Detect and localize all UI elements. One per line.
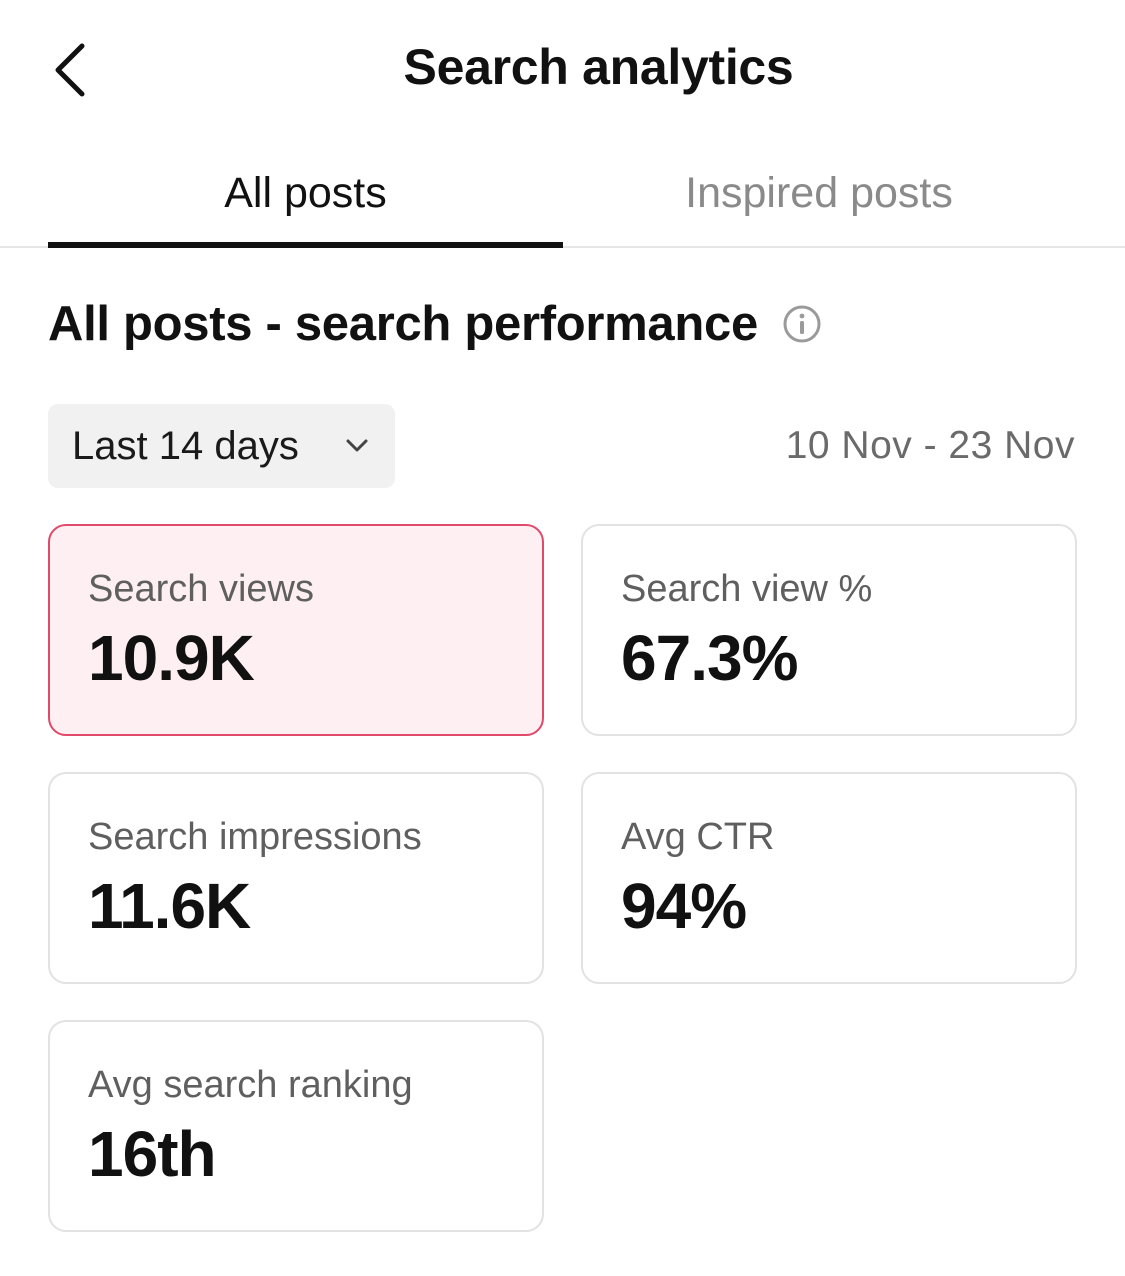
tab-all-posts[interactable]: All posts [48, 140, 563, 248]
metric-label: Search views [88, 568, 314, 610]
page-title: Search analytics [403, 39, 794, 95]
metric-card-search-views[interactable]: Search views 10.9K [48, 524, 544, 736]
date-range-dropdown-label: Last 14 days [72, 423, 299, 468]
metric-label: Avg search ranking [88, 1064, 413, 1106]
back-button[interactable] [38, 32, 102, 108]
metric-value: 16th [88, 1118, 217, 1190]
metric-card-search-impressions[interactable]: Search impressions 11.6K [48, 772, 544, 984]
metric-card-search-view-percent[interactable]: Search view % 67.3% [581, 524, 1077, 736]
top-bar: Search analytics [0, 0, 1125, 140]
metric-card-avg-search-ranking[interactable]: Avg search ranking 16th [48, 1020, 544, 1232]
tab-inspired-posts[interactable]: Inspired posts [685, 168, 953, 217]
metric-value: 67.3% [621, 622, 798, 694]
metric-label: Avg CTR [621, 816, 775, 858]
section-header: All posts - search performance [48, 296, 822, 352]
metric-label: Search view % [621, 568, 873, 610]
chevron-left-icon [55, 43, 85, 97]
date-range-text: 10 Nov - 23 Nov [785, 424, 1075, 467]
metric-card-avg-ctr[interactable]: Avg CTR 94% [581, 772, 1077, 984]
chevron-down-icon [346, 439, 368, 452]
metric-value: 10.9K [88, 622, 255, 694]
info-icon[interactable] [782, 304, 822, 344]
tab-bar: All posts Inspired posts [0, 140, 1125, 248]
metric-value: 11.6K [88, 870, 251, 942]
date-range-dropdown[interactable]: Last 14 days [48, 404, 395, 488]
metric-label: Search impressions [88, 816, 422, 858]
section-title: All posts - search performance [48, 297, 758, 351]
metric-value: 94% [621, 870, 747, 942]
